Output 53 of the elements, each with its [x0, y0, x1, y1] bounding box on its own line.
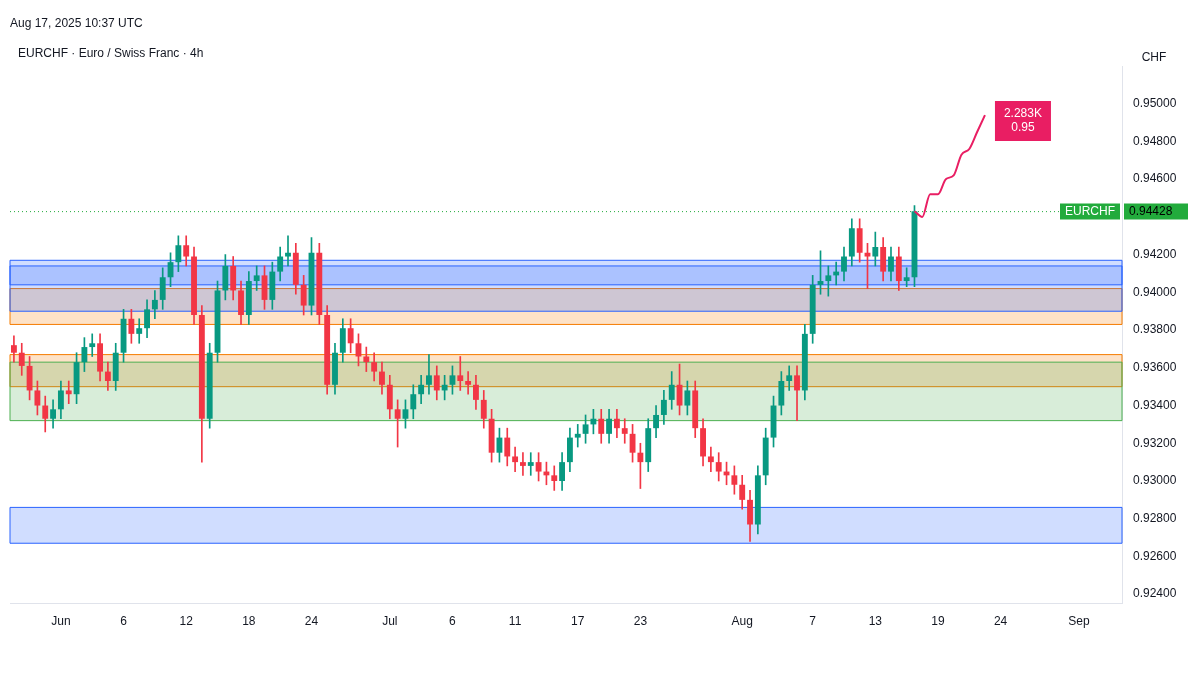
text: Aug 17, 2025 10:37 UTC	[10, 16, 143, 30]
candlestick	[574, 424, 581, 448]
x-tick-label: 23	[633, 614, 648, 629]
y-tick-label: 0.94600	[1133, 171, 1177, 186]
text: 0.94428	[1129, 203, 1173, 218]
y-tick-label: 0.92800	[1133, 511, 1177, 526]
candlestick	[786, 365, 793, 391]
x-tick-label: 24	[304, 614, 319, 629]
y-axis-title: CHF	[1141, 50, 1167, 65]
x-tick-label: 12	[179, 614, 194, 629]
candlestick	[65, 380, 72, 404]
chart-title: EURCHF · Euro / Swiss Franc · 4h	[18, 46, 204, 60]
candlestick	[457, 356, 464, 391]
y-tick-label: 0.93400	[1133, 397, 1177, 412]
candlestick	[519, 452, 526, 476]
ref-line-label: EURCHF	[1065, 203, 1115, 218]
x-tick-label: 7	[809, 614, 817, 629]
candlestick	[707, 446, 714, 472]
candlestick	[426, 354, 432, 395]
x-tick-label: 6	[449, 614, 457, 629]
x-tick-label: 11	[508, 614, 522, 629]
candlestick	[89, 333, 96, 357]
candlestick	[527, 452, 534, 476]
y-tick-label: 0.93000	[1133, 473, 1177, 488]
candlestick	[285, 235, 291, 267]
y-tick-label: 0.92600	[1133, 548, 1177, 563]
y-tick-label: 0.94200	[1133, 246, 1177, 261]
candlestick	[621, 418, 628, 444]
line-series	[913, 114, 986, 218]
y-tick-label: 0.93800	[1133, 322, 1177, 337]
candlestick	[363, 346, 370, 372]
x-tick-label: 18	[242, 614, 256, 629]
x-tick-label: Jul	[382, 614, 398, 629]
y-tick-label: 0.92400	[1133, 586, 1177, 601]
y-tick-label: 0.95000	[1133, 96, 1177, 111]
x-tick-label: Jun	[51, 614, 71, 629]
candlestick	[253, 265, 260, 291]
y-tick-label: 0.93600	[1133, 360, 1177, 375]
x-tick-label: Sep	[1068, 614, 1090, 629]
candlestick	[512, 446, 519, 472]
x-tick-label: 6	[120, 614, 128, 629]
candlestick	[465, 371, 472, 395]
candlestick	[136, 318, 143, 344]
x-tick-label: 13	[868, 614, 883, 629]
x-tick-label: Aug	[731, 614, 753, 629]
y-tick-label: 0.94800	[1133, 133, 1177, 148]
y-tick-label: 0.94000	[1133, 284, 1177, 299]
x-tick-label: 24	[993, 614, 1008, 629]
x-tick-label: 17	[571, 614, 585, 629]
y-tick-label: 0.93200	[1133, 435, 1177, 450]
annotation: 2.283K 0.95	[1003, 106, 1042, 135]
candlestick	[551, 465, 558, 491]
x-tick-label: 19	[931, 614, 945, 629]
